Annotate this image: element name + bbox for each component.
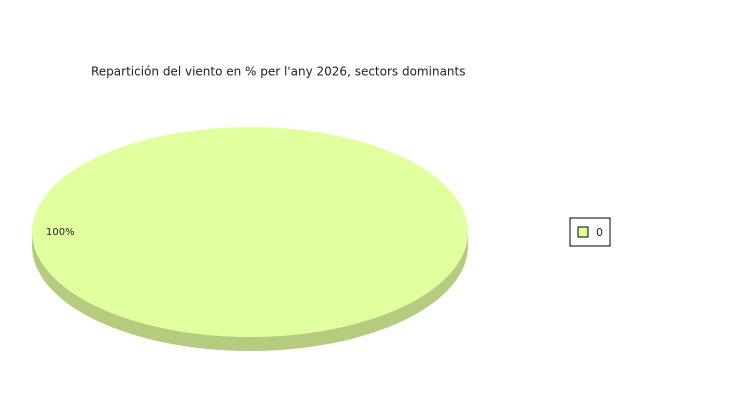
chart-title: Repartición del viento en % per l'any 20…	[91, 65, 465, 79]
data-label: 100%	[46, 227, 75, 238]
legend-box	[569, 217, 611, 247]
legend-swatch	[577, 226, 589, 238]
legend-label: 0	[596, 226, 603, 239]
pie-slice	[32, 127, 468, 337]
